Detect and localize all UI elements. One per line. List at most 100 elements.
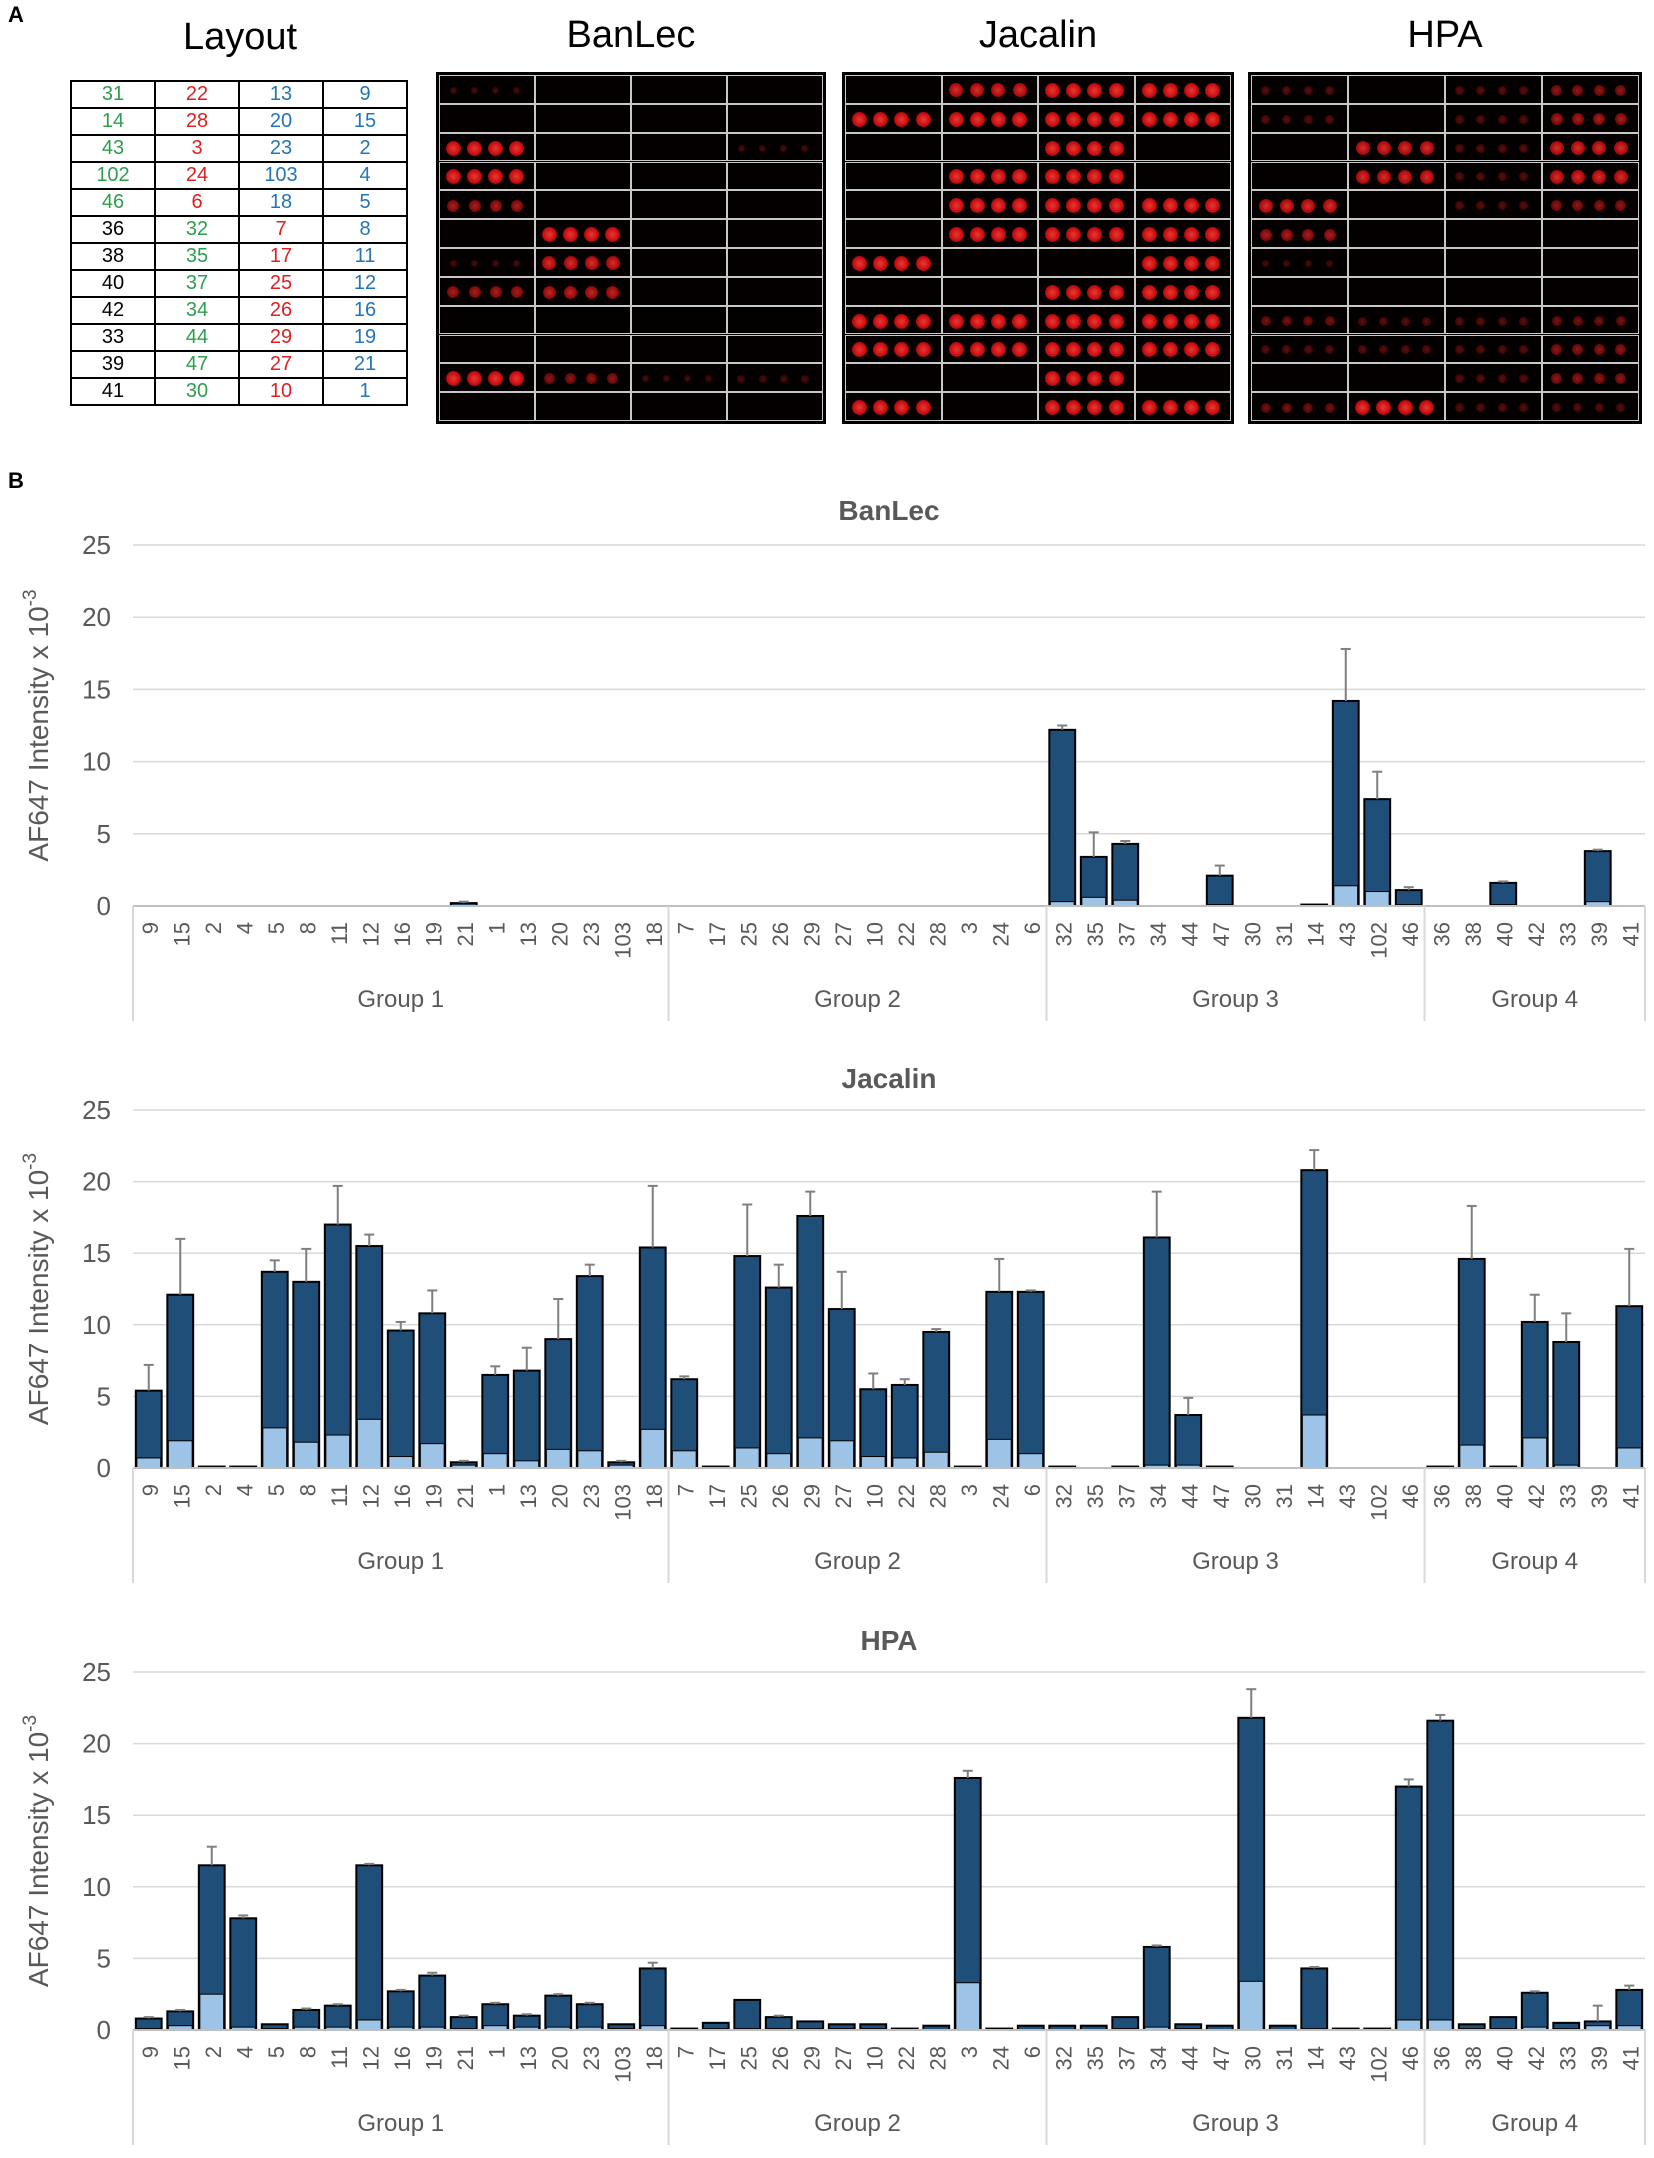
bar-total [1394,889,1423,908]
x-tick-label: 28 [925,2046,950,2070]
array-cell [845,75,942,104]
array-spot [1012,198,1028,214]
array-spot [1205,342,1221,358]
array-spot [915,313,931,329]
array-spot [1398,169,1413,184]
array-spot [510,286,523,299]
array-spot [1141,313,1157,329]
array-cell [1445,334,1542,364]
layout-cell: 24 [154,161,240,190]
array-spot [873,342,889,358]
x-tick-label: 43 [1335,922,1360,946]
y-tick-label: 5 [97,819,111,849]
array-spot [1593,200,1605,212]
x-tick-label: 34 [1146,922,1171,946]
x-tick-label: 19 [421,922,446,946]
array-cell [631,132,727,162]
x-tick-label: 14 [1303,2046,1328,2070]
banlec-array-image [436,72,826,424]
array-cell [1445,75,1542,104]
chart-title: BanLec [838,495,939,526]
array-cell [439,305,535,335]
bar-total [292,1280,321,1469]
array-spot [1303,316,1314,327]
x-tick-label: 23 [579,2046,604,2070]
array-cell [727,132,823,162]
array-spot [1066,111,1082,127]
array-spot [1045,227,1060,243]
array-cell [535,363,631,393]
x-tick-label: 25 [736,2046,761,2070]
array-cell [439,276,535,306]
array-spot [1141,255,1157,271]
array-spot [1108,82,1124,98]
layout-cell: 33 [70,323,156,352]
array-cell [1251,132,1348,162]
array-cell [535,219,631,248]
x-tick-label: 7 [673,922,698,934]
array-spot [605,256,620,271]
array-cell [845,161,942,191]
layout-cell: 35 [154,242,240,271]
layout-row: 43 3 23 2 [70,134,408,163]
array-cell [1542,132,1639,162]
array-spot [1615,316,1626,327]
array-spot [447,286,460,299]
x-tick-label: 32 [1051,1484,1076,1508]
bar-total [1111,842,1140,908]
layout-cell: 2 [322,134,408,163]
array-spot [1324,402,1335,413]
x-tick-label: 6 [1020,1484,1045,1496]
array-cell [1134,276,1231,306]
array-cell [1251,75,1348,104]
array-spot [1476,85,1486,95]
array-spot [1497,345,1507,355]
x-tick-label: 6 [1020,922,1045,934]
array-cell [1038,161,1135,191]
array-spot [1476,172,1486,182]
x-tick-label: 8 [295,922,320,934]
layout-cell: 9 [322,80,408,109]
bar-total [449,2016,478,2032]
array-cell [941,248,1038,277]
array-cell [1134,190,1231,220]
array-spot [1261,114,1271,124]
x-tick-label: 44 [1177,2046,1202,2070]
x-tick-label: 20 [547,1484,572,1508]
array-cell [1134,103,1231,133]
layout-cell: 30 [154,377,240,406]
array-spot [1571,113,1584,126]
array-cell [1542,103,1639,133]
array-cell [631,219,727,248]
array-spot [1087,342,1103,358]
bar-total [1615,1305,1644,1469]
bar-inner [482,1453,508,1469]
bar-total [922,1330,951,1469]
array-spot [801,144,809,152]
array-cell [1348,132,1445,162]
array-spot [873,111,889,127]
x-tick-label: 23 [579,1484,604,1508]
x-tick-label: 103 [610,922,635,959]
group-label: Group 3 [1192,2110,1279,2137]
array-spot [513,86,521,94]
x-tick-label: 42 [1524,2046,1549,2070]
array-cell [941,75,1038,104]
array-spot [800,374,809,383]
jacalin-array-image [842,72,1234,424]
x-tick-label: 22 [894,922,919,946]
array-cell [535,132,631,162]
array-spot [780,144,788,152]
array-cell [845,248,942,277]
array-spot [1519,85,1529,95]
x-tick-label: 1 [484,1484,509,1496]
layout-cell: 32 [154,215,240,244]
layout-cell: 41 [70,377,156,406]
array-cell [1348,75,1445,104]
x-tick-label: 9 [138,922,163,934]
array-spot [1261,85,1271,95]
array-spot [1593,373,1605,385]
bar-total [544,1994,573,2031]
layout-cell: 11 [322,242,408,271]
array-cell [439,132,535,162]
